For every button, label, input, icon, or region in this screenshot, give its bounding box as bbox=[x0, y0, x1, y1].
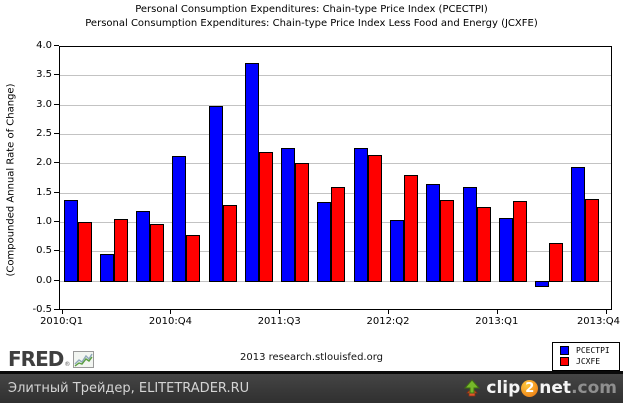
bar-pcectpi bbox=[535, 280, 550, 287]
y-tick-mark bbox=[54, 250, 59, 252]
source-attribution: 2013 research.stlouisfed.org bbox=[239, 352, 384, 363]
y-tick-label: -0.5 bbox=[32, 304, 52, 315]
x-tick-label: 2013:Q4 bbox=[576, 316, 620, 327]
y-tick-mark bbox=[54, 309, 59, 310]
x-tick-mark bbox=[388, 310, 390, 314]
gridline bbox=[60, 163, 611, 165]
y-tick-mark bbox=[54, 133, 59, 134]
bar-jcxfe bbox=[512, 201, 527, 282]
bar-pcectpi bbox=[281, 147, 296, 282]
bar-jcxfe bbox=[331, 187, 346, 282]
x-tick-label: 2011:Q3 bbox=[257, 316, 301, 327]
fred-logo-text: FRED bbox=[8, 347, 64, 371]
legend-entry-pcectpi: PCECTPI bbox=[553, 345, 619, 356]
chart-title: Personal Consumption Expenditures: Chain… bbox=[0, 3, 623, 31]
legend-swatch bbox=[560, 346, 569, 355]
x-tick-mark bbox=[170, 310, 172, 314]
bar-jcxfe bbox=[549, 242, 564, 282]
bar-jcxfe bbox=[186, 234, 201, 282]
clip2net-net: net bbox=[539, 378, 572, 398]
y-tick-label: 4.0 bbox=[36, 40, 52, 51]
legend-entry-jcxfe: JCXFE bbox=[553, 356, 619, 367]
y-tick-mark bbox=[54, 221, 59, 222]
bar-jcxfe bbox=[476, 207, 491, 282]
clip2net-logo[interactable]: clip 2 net .com bbox=[462, 379, 617, 398]
y-tick-label: 3.0 bbox=[36, 98, 52, 110]
x-tick-mark bbox=[496, 310, 498, 314]
bar-pcectpi bbox=[317, 202, 332, 282]
x-tick-label: 2010:Q1 bbox=[40, 316, 84, 327]
legend-label: JCXFE bbox=[576, 357, 601, 366]
bar-jcxfe bbox=[295, 163, 310, 282]
x-tick-label: 2010:Q4 bbox=[148, 316, 192, 327]
bar-jcxfe bbox=[367, 154, 382, 282]
y-tick-mark bbox=[54, 191, 59, 193]
bar-pcectpi bbox=[498, 218, 513, 282]
bar-pcectpi bbox=[390, 220, 405, 282]
bar-pcectpi bbox=[571, 167, 586, 282]
y-tick-label: 0.5 bbox=[36, 245, 52, 257]
clip2net-arrow-icon bbox=[464, 379, 481, 397]
x-tick-mark bbox=[279, 310, 281, 314]
x-tick-mark bbox=[61, 310, 63, 314]
fred-sparkline-icon bbox=[73, 350, 95, 368]
x-tick-label: 2013:Q1 bbox=[475, 316, 519, 327]
elitetrader-link[interactable]: Элитный Трейдер, ELITETRADER.RU bbox=[8, 381, 250, 396]
bar-pcectpi bbox=[353, 148, 368, 282]
y-tick-label: 2.5 bbox=[36, 128, 52, 139]
legend-label: PCECTPI bbox=[576, 346, 610, 355]
bar-pcectpi bbox=[244, 63, 259, 282]
bar-pcectpi bbox=[208, 105, 223, 282]
bottom-banner: Элитный Трейдер, ELITETRADER.RU clip 2 net… bbox=[0, 371, 623, 403]
y-tick-label: 1.5 bbox=[36, 186, 52, 198]
x-tick-mark bbox=[605, 310, 607, 314]
bar-pcectpi bbox=[172, 155, 187, 282]
bar-jcxfe bbox=[113, 218, 128, 282]
plot-area bbox=[59, 46, 612, 310]
chart-title-line1: Personal Consumption Expenditures: Chain… bbox=[135, 4, 488, 15]
y-tick-mark bbox=[54, 279, 59, 281]
bar-pcectpi bbox=[426, 183, 441, 282]
bar-jcxfe bbox=[440, 199, 455, 282]
bar-pcectpi bbox=[63, 199, 78, 282]
bar-pcectpi bbox=[136, 211, 151, 282]
bar-jcxfe bbox=[222, 205, 237, 282]
clip2net-two-badge: 2 bbox=[521, 380, 539, 397]
gridline bbox=[60, 75, 611, 77]
bar-pcectpi bbox=[462, 187, 477, 282]
registered-mark: ® bbox=[64, 361, 71, 368]
legend: PCECTPI JCXFE bbox=[552, 342, 620, 371]
y-tick-label: 0.0 bbox=[36, 274, 52, 286]
y-tick-label: 1.0 bbox=[36, 216, 52, 227]
bar-jcxfe bbox=[258, 152, 273, 282]
y-tick-mark bbox=[54, 162, 59, 164]
gridline bbox=[60, 134, 611, 135]
y-tick-label: 3.5 bbox=[36, 69, 52, 81]
bar-jcxfe bbox=[585, 198, 600, 282]
x-tick-label: 2012:Q2 bbox=[366, 316, 410, 327]
y-tick-label: 2.0 bbox=[36, 157, 52, 169]
y-tick-mark bbox=[54, 103, 59, 105]
bar-jcxfe bbox=[404, 174, 419, 282]
y-tick-mark bbox=[54, 74, 59, 76]
bar-pcectpi bbox=[99, 254, 114, 282]
legend-swatch bbox=[560, 357, 569, 366]
chart-title-line2: Personal Consumption Expenditures: Chain… bbox=[85, 18, 538, 29]
clip2net-clip: clip bbox=[486, 378, 521, 398]
bar-jcxfe bbox=[150, 224, 165, 282]
bar-jcxfe bbox=[77, 221, 92, 282]
y-tick-mark bbox=[54, 45, 59, 46]
fred-logo: FRED ® bbox=[8, 347, 95, 371]
clip2net-com: .com bbox=[571, 378, 617, 398]
gridline bbox=[60, 104, 611, 106]
